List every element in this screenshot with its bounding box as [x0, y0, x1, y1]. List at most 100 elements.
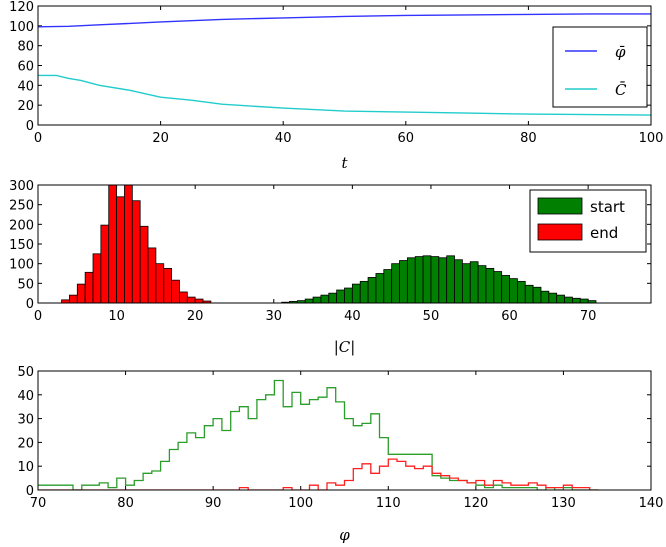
y-tick-label: 80 [17, 40, 34, 55]
bar-start-31 [524, 284, 534, 303]
bar-start-35 [556, 294, 565, 303]
y-tick-label: 150 [9, 238, 34, 253]
bar-start-19 [430, 256, 440, 303]
legend-swatch-start [537, 197, 583, 215]
bar-start-24 [469, 261, 479, 303]
bar-end-13 [163, 267, 173, 303]
bar-start-5 [320, 294, 330, 303]
bar-start-34 [548, 292, 558, 303]
bar-start-18 [422, 255, 432, 303]
x-tick-label: 80 [117, 496, 134, 511]
bar-end-14 [171, 279, 180, 303]
x-tick-label: 130 [551, 496, 576, 511]
bar-start-11 [367, 277, 377, 303]
legend-label-0: φ̄ [615, 43, 626, 61]
x-tick-label: 60 [501, 309, 518, 324]
y-tick-label: 40 [17, 389, 34, 404]
x-axis-label: φ [339, 526, 350, 544]
y-tick-label: 50 [17, 365, 34, 380]
bar-start-9 [351, 283, 361, 303]
bar-start-23 [461, 263, 471, 303]
bar-start-17 [414, 256, 424, 303]
bar-end-1 [69, 294, 78, 303]
x-tick-label: 50 [423, 309, 440, 324]
bar-start-6 [328, 292, 338, 303]
y-tick-label: 100 [9, 20, 34, 35]
y-tick-label: 20 [17, 99, 34, 114]
x-tick-label: 20 [152, 131, 169, 146]
bar-start-20 [438, 257, 448, 303]
legend-label-end: end [590, 224, 618, 242]
bar-start-14 [391, 263, 400, 303]
bar-end-17 [194, 298, 204, 303]
bar-start-10 [359, 280, 369, 303]
bar-start-8 [344, 287, 353, 303]
legend-label-start: start [590, 198, 625, 216]
bar-start-27 [493, 271, 503, 303]
x-tick-label: 0 [34, 131, 42, 146]
bar-end-4 [92, 253, 102, 303]
bar-end-6 [108, 185, 117, 303]
y-tick-label: 60 [17, 60, 34, 75]
plot-frame [37, 5, 652, 126]
x-tick-label: 100 [639, 131, 664, 146]
bar-end-16 [186, 296, 196, 303]
bar-start-22 [454, 259, 463, 303]
step-line-0 [38, 379, 599, 490]
bar-start-28 [501, 275, 510, 303]
size-histogram-panel: 0 10 20 30 40 50 60 70 0 50 100 150 200 250 300 |C| star… [9, 179, 652, 356]
step-series [38, 379, 599, 490]
bar-start-29 [509, 278, 518, 303]
series-line-0 [38, 13, 651, 28]
y-tick-label: 10 [17, 460, 34, 475]
x-tick-label: 60 [398, 131, 415, 146]
x-tick-label: 80 [520, 131, 537, 146]
y-tick-label: 250 [9, 199, 34, 214]
bar-end-3 [84, 271, 94, 303]
bar-start-16 [406, 257, 416, 303]
series-lines [38, 13, 651, 116]
legend-swatch-end [537, 223, 583, 241]
x-tick-label: 110 [376, 496, 401, 511]
bar-start-3 [304, 298, 314, 303]
x-tick-label: 70 [30, 496, 47, 511]
bar-start-21 [446, 255, 455, 303]
bar-start-38 [579, 298, 589, 303]
y-tick-label: 0 [26, 297, 34, 312]
x-tick-label: 90 [205, 496, 222, 511]
y-tick-label: 0 [26, 484, 34, 499]
bar-start-12 [375, 273, 385, 303]
x-tick-label: 40 [344, 309, 361, 324]
y-tick-label: 0 [26, 119, 34, 134]
bar-start-7 [336, 289, 345, 303]
mean-evolution-panel: 0 20 40 60 80 100 0 20 40 60 80 100 120 t φ̄ C̄ [9, 0, 663, 172]
bar-start-33 [540, 290, 550, 303]
legend-box [552, 26, 648, 108]
bar-end-10 [139, 225, 149, 303]
x-tick-label: 100 [288, 496, 313, 511]
histogram-bars [61, 185, 597, 303]
y-tick-label: 120 [9, 0, 34, 15]
x-tick-label: 30 [265, 309, 282, 324]
bar-end-2 [76, 283, 86, 303]
bar-start-15 [399, 260, 408, 303]
bar-start-32 [532, 286, 542, 303]
series-line-1 [38, 74, 651, 116]
bar-start-36 [564, 296, 573, 303]
bar-start-4 [312, 296, 322, 303]
bar-start-13 [383, 269, 393, 303]
bar-start-25 [477, 265, 487, 303]
x-axis-label: t [341, 154, 348, 172]
y-tick-label: 40 [17, 79, 34, 94]
bar-start-37 [572, 297, 581, 303]
bar-end-11 [147, 247, 157, 303]
bar-end-9 [131, 200, 141, 303]
x-tick-label: 20 [187, 309, 204, 324]
plot-frame [37, 184, 652, 304]
y-tick-label: 100 [9, 258, 34, 273]
x-tick-label: 140 [639, 496, 664, 511]
x-tick-label: 120 [463, 496, 488, 511]
bar-end-8 [124, 185, 133, 303]
legend-label-1: C̄ [615, 81, 627, 99]
